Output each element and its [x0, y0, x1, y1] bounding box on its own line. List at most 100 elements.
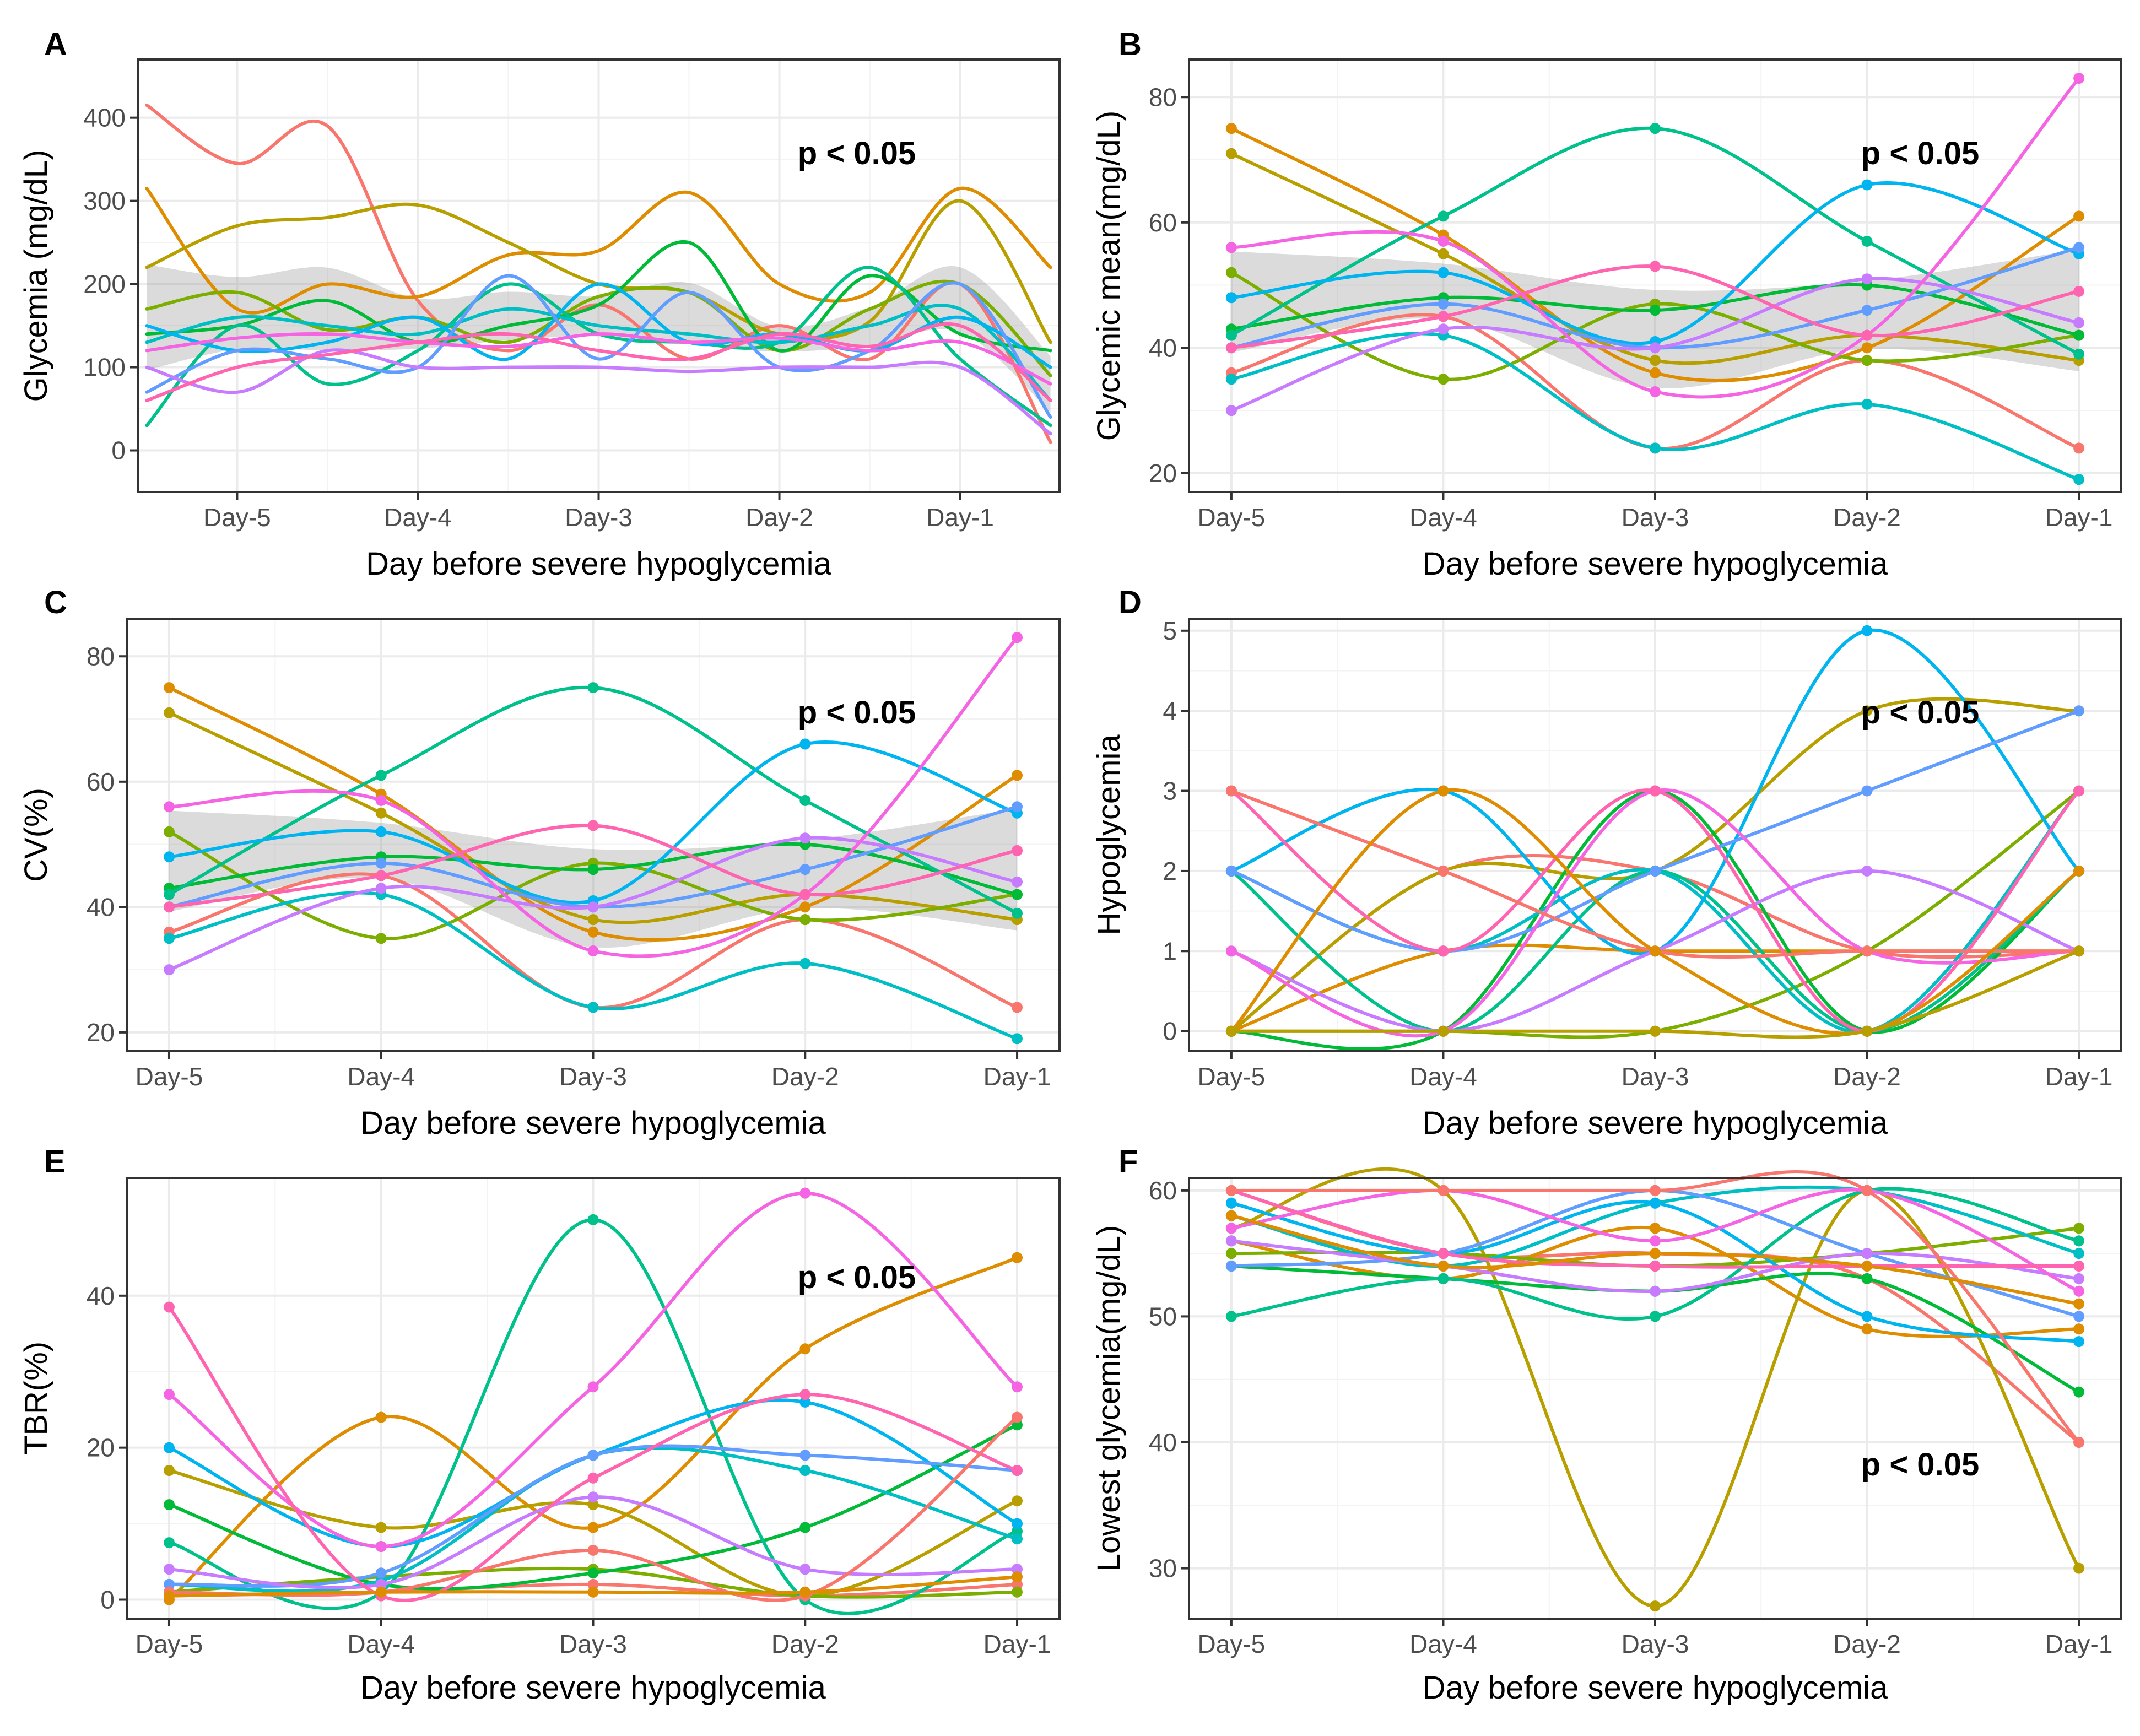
panel-f-y-tick-label: 40 [1149, 1428, 1177, 1457]
panel-d-y-axis-title: Hypoglycemia [1091, 734, 1127, 935]
panel-c-data-point [164, 889, 175, 900]
panel-f-x-axis-title: Day before severe hypoglycemia [1423, 1670, 1888, 1706]
panel-c-data-point [799, 738, 811, 750]
panel-d-data-point [1650, 945, 1661, 957]
panel-e-x-tick-label: Day-3 [559, 1630, 627, 1658]
panel-c-data-point [375, 933, 387, 944]
panel-d-data-point [1650, 1025, 1661, 1037]
panel-e-data-point [587, 1586, 599, 1598]
panel-e-data-point [1012, 1495, 1023, 1507]
panel-e-data-point [1012, 1533, 1023, 1545]
panel-d-data-point [1861, 705, 1873, 717]
panel-e-data-point [164, 1564, 175, 1575]
panel-c-data-point [587, 901, 599, 913]
panel-e-data-point [587, 1381, 599, 1393]
panel-f-x-tick-label: Day-1 [2045, 1630, 2113, 1658]
panel-f-x-tick-label: Day-5 [1198, 1630, 1266, 1658]
panel-f-y-tick-label: 30 [1149, 1554, 1177, 1583]
panel-c-data-point [375, 807, 387, 819]
panel-b-data-point [1650, 355, 1661, 366]
panel-f-x-tick-label: Day-3 [1622, 1630, 1689, 1658]
panel-f-data-point [1225, 1185, 1237, 1196]
panel-d-x-axis-title: Day before severe hypoglycemia [1423, 1105, 1888, 1141]
panel-c-x-tick-label: Day-5 [136, 1062, 203, 1091]
panel-c-y-tick-label: 20 [87, 1018, 115, 1047]
panel-e-data-point [587, 1491, 599, 1503]
panel-f-series-line [1229, 1170, 2081, 1444]
panel-c-data-point [587, 914, 599, 926]
panel-e-data-point [375, 1567, 387, 1579]
panel-c-data-point [1012, 770, 1023, 781]
panel-f-x-tick-label: Day-2 [1833, 1630, 1901, 1658]
panel-d-data-point [1861, 625, 1873, 636]
panel-b-y-tick-label: 80 [1149, 83, 1177, 111]
panel-c-data-point [799, 914, 811, 926]
panel-b-data-point [1225, 342, 1237, 354]
panel-d-data-point [1650, 865, 1661, 877]
panel-b-data-point [2073, 285, 2085, 297]
panel-e-p-value: p < 0.05 [798, 1259, 916, 1295]
panel-b-data-point [2073, 348, 2085, 360]
panel-c-data-point [164, 901, 175, 913]
panel-f-data-point [1438, 1273, 1449, 1284]
panel-c-y-tick-label: 80 [87, 642, 115, 670]
panel-b-data-point [1438, 311, 1449, 322]
panel-e-data-point [799, 1396, 811, 1408]
panel-f-data-point [2073, 1298, 2085, 1310]
panel-c-x-tick-label: Day-3 [559, 1062, 627, 1091]
panel-e-y-tick-label: 20 [87, 1434, 115, 1462]
panel-b-data-point [1225, 148, 1237, 159]
panel-a-y-tick-label: 300 [83, 187, 126, 215]
panel-d: Day-5 Day-4 Day-3 Day-2 Day-1 0 1 2 3 4 5 Day befor… [1091, 585, 2122, 1141]
panel-e-data-point [799, 1187, 811, 1199]
panel-b-data-point [1225, 374, 1237, 385]
panel-a-y-axis-title: Glycemia (mg/dL) [18, 150, 54, 402]
panel-d-y-tick-label: 2 [1163, 857, 1177, 885]
panel-e-data-point [164, 1442, 175, 1453]
panel-c-data-point [587, 820, 599, 831]
panel-e-data-point [1012, 1381, 1023, 1393]
panel-f-y-tick-label: 50 [1149, 1302, 1177, 1331]
panel-d-x-tick-label: Day-3 [1622, 1062, 1689, 1091]
panel-c: Day-5 Day-4 Day-3 Day-2 Day-1 20 40 60 80 Day bef… [18, 585, 1061, 1141]
panel-d-series-line [1229, 788, 2081, 1033]
panel-e-data-point [1012, 1578, 1023, 1590]
panel-b-y-tick-label: 40 [1149, 333, 1177, 362]
panel-d-data-point [2073, 705, 2085, 717]
panel-d-p-value: p < 0.05 [1861, 695, 1979, 731]
panel-f-data-point [1650, 1197, 1661, 1209]
panel-c-data-point [799, 889, 811, 900]
panel-b-data-point [1225, 292, 1237, 304]
panel-e-data-point [164, 1537, 175, 1549]
panel-b-data-point [2073, 210, 2085, 222]
panel-e-x-tick-label: Day-1 [983, 1630, 1051, 1658]
panel-e-data-point [164, 1578, 175, 1590]
panel-e-data-point [164, 1301, 175, 1313]
panel-b-data-point [2073, 73, 2085, 84]
panel-c-data-point [375, 870, 387, 881]
panel-e-letter: E [44, 1144, 66, 1180]
panel-c-data-point [799, 864, 811, 875]
panel-f-data-point [1650, 1248, 1661, 1259]
panel-b-data-point [1438, 298, 1449, 310]
panel-e-data-point [799, 1522, 811, 1533]
panel-c-data-point [375, 883, 387, 894]
panel-c-data-point [164, 826, 175, 837]
panel-e-data-point [164, 1499, 175, 1511]
panel-b-y-tick-label: 20 [1149, 459, 1177, 488]
panel-d-series-line [1229, 628, 2081, 956]
panel-f-data-point [1861, 1248, 1873, 1259]
panel-d-data-point [1225, 945, 1237, 957]
panel-c-data-point [375, 857, 387, 869]
panel-f: Day-5 Day-4 Day-3 Day-2 Day-1 30 40 50 60 Day bef… [1091, 1144, 2122, 1706]
panel-d-data-point [1861, 865, 1873, 877]
panel-b-data-point [1650, 342, 1661, 354]
panel-e-x-tick-label: Day-5 [136, 1630, 203, 1658]
panel-a-series-line [145, 274, 1052, 419]
panel-e-data-point [1012, 1564, 1023, 1575]
panel-c-data-point [587, 1002, 599, 1013]
panel-c-data-point [164, 707, 175, 718]
panel-f-data-point [1650, 1261, 1661, 1272]
panel-e-y-tick-label: 0 [100, 1586, 115, 1614]
panel-e-data-point [1012, 1526, 1023, 1537]
